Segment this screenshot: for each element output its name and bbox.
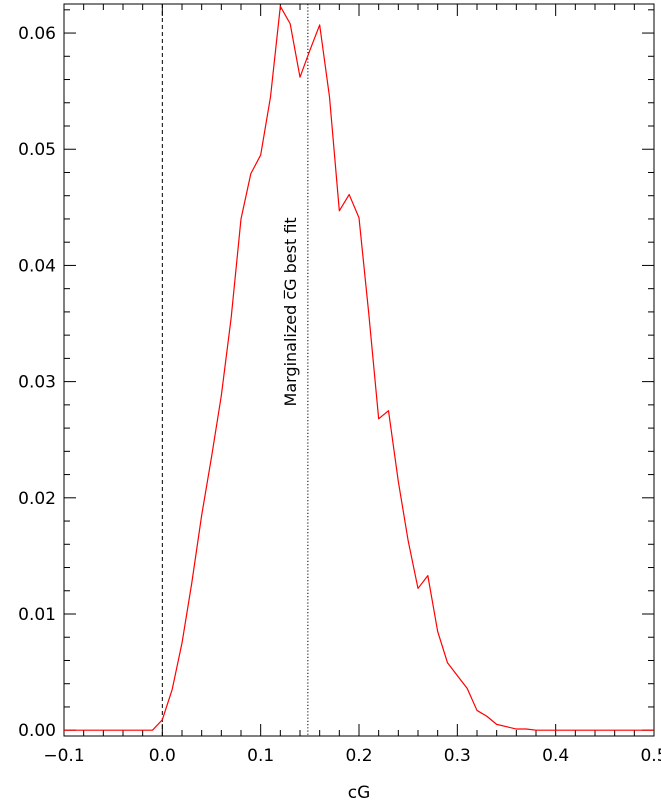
x-tick-label: 0.5 (640, 746, 661, 766)
plot-frame (64, 4, 654, 736)
y-tick-label: 0.02 (18, 489, 56, 509)
y-tick-label: 0.03 (18, 373, 56, 393)
ticks (64, 4, 654, 736)
y-tick-label: 0.04 (18, 256, 56, 276)
series-layer (64, 6, 654, 730)
y-tick-label: 0.01 (18, 605, 56, 625)
x-tick-label: 0.0 (149, 746, 176, 766)
tick-labels: −0.1 0.0 0.1 0.2 0.3 0.4 0.5 0.00 0.01 0.02 0.03 0.… (18, 24, 661, 766)
x-axis-label: cG (348, 783, 371, 803)
x-tick-label: −0.1 (43, 746, 84, 766)
x-tick-label: 0.1 (247, 746, 274, 766)
series-line (64, 6, 654, 730)
y-tick-label: 0.00 (18, 721, 56, 741)
y-tick-label: 0.06 (18, 24, 56, 44)
x-tick-label: 0.3 (444, 746, 471, 766)
x-tick-label: 0.4 (542, 746, 569, 766)
y-tick-label: 0.05 (18, 140, 56, 160)
best-fit-annotation: Marginalized c̅G best fit (281, 217, 300, 406)
x-tick-label: 0.2 (345, 746, 372, 766)
